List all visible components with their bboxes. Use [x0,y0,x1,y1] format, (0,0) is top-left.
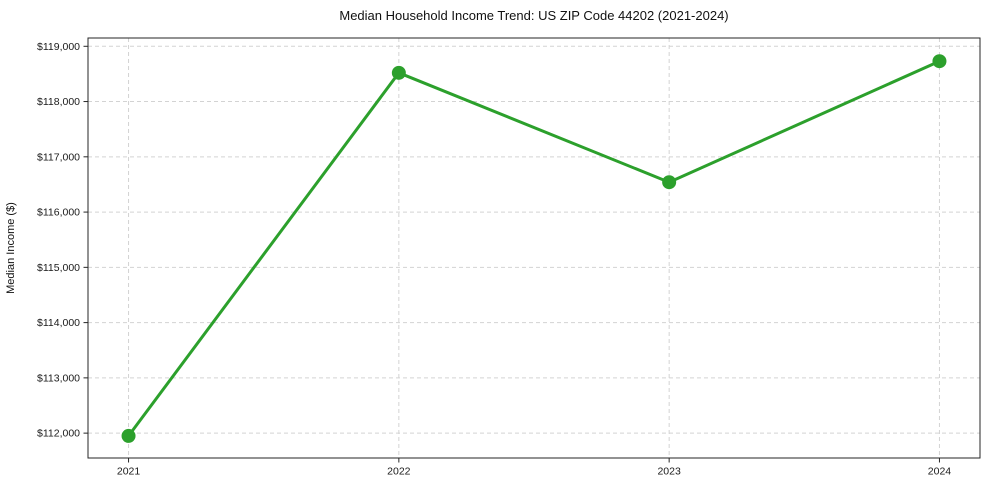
data-point-2021 [121,428,136,443]
data-point-2024 [932,54,947,69]
grid-layer [88,38,980,458]
data-point-2023 [662,175,677,190]
y-tick-label: $112,000 [37,428,80,440]
y-tick-label: $119,000 [37,41,80,53]
income-trend-line [127,59,941,437]
y-tick-label: $114,000 [37,317,80,329]
x-tick-label: 2024 [928,466,952,478]
y-tick-label: $118,000 [37,96,80,108]
plot-border [87,37,981,459]
y-tick-label: $117,000 [37,151,80,163]
y-tick-label: $116,000 [37,207,80,219]
x-tick-label: 2023 [657,466,681,478]
chart-title: Median Household Income Trend: US ZIP Co… [339,8,728,23]
x-tick-label: 2021 [117,466,141,478]
series-layer [121,54,947,443]
y-tick-label: $113,000 [37,372,80,384]
data-point-2022 [391,65,406,80]
axis-layer: $112,000 $113,000 $114,000 $115,000 $116,000… [37,37,981,478]
x-tick-label: 2022 [387,466,411,478]
y-tick-label: $115,000 [37,262,80,274]
y-axis-label: Median Income ($) [5,202,17,294]
